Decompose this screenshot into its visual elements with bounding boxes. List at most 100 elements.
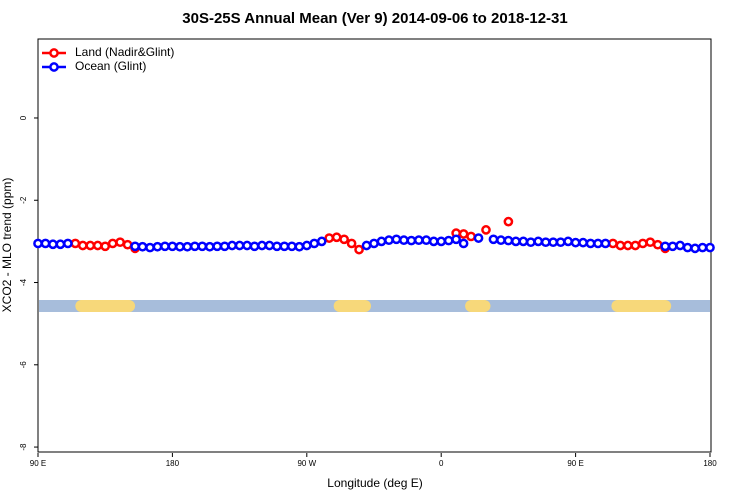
- series-point: [40, 238, 51, 249]
- series-point: [600, 238, 611, 249]
- series-point: [548, 237, 559, 248]
- series-point: [92, 240, 103, 251]
- series-point: [451, 234, 461, 245]
- x-tick-label: 180: [703, 459, 717, 468]
- series-point: [294, 241, 305, 252]
- series-point: [533, 236, 544, 247]
- series-point: [204, 241, 215, 252]
- legend-marker: [49, 62, 59, 72]
- series-point: [219, 241, 230, 252]
- series-point: [660, 241, 671, 252]
- series-point: [585, 238, 596, 249]
- land-band: [465, 299, 491, 312]
- series-point: [630, 240, 641, 251]
- y-tick-label: -8: [19, 443, 28, 451]
- series-point: [443, 235, 454, 246]
- series-point: [227, 240, 237, 251]
- series-point: [212, 241, 223, 252]
- y-tick-label: -2: [19, 196, 28, 204]
- series-point: [481, 225, 491, 235]
- series-point: [682, 242, 693, 253]
- series-point: [503, 216, 514, 227]
- x-tick-label: 90 W: [297, 459, 316, 468]
- series-point: [160, 241, 170, 252]
- series-point: [264, 240, 275, 251]
- series-point: [115, 237, 125, 248]
- series-point: [331, 232, 342, 243]
- series-point: [399, 235, 409, 246]
- series-point: [63, 238, 73, 249]
- series-point: [623, 240, 633, 251]
- series-point: [369, 238, 379, 249]
- series-point: [615, 240, 626, 251]
- land-band: [333, 299, 372, 312]
- series-point: [690, 243, 700, 254]
- series-point: [107, 238, 118, 249]
- series-point: [675, 240, 685, 251]
- series-point: [137, 241, 148, 252]
- series-point: [175, 241, 185, 252]
- legend-marker: [49, 48, 59, 58]
- series-point: [85, 240, 96, 251]
- land-band: [75, 299, 136, 312]
- x-tick-label: 90 E: [30, 459, 46, 468]
- series-point: [70, 238, 81, 249]
- x-tick-label: 180: [166, 459, 180, 468]
- series-point: [249, 241, 260, 252]
- series-point: [324, 233, 335, 243]
- series-point: [309, 238, 320, 249]
- chart-title: 30S-25S Annual Mean (Ver 9) 2014-09-06 t…: [182, 10, 567, 27]
- series-point: [361, 240, 372, 251]
- series-point: [100, 241, 111, 252]
- series-point: [279, 241, 290, 252]
- series-point: [152, 241, 163, 252]
- series-point: [77, 240, 88, 251]
- series-point: [525, 237, 536, 248]
- series-point: [511, 236, 521, 247]
- series-point: [540, 237, 551, 248]
- legend-label: Ocean (Glint): [75, 59, 146, 73]
- series-point: [428, 236, 439, 247]
- series-point: [637, 238, 648, 249]
- series-point: [503, 235, 514, 246]
- series-point: [316, 236, 327, 247]
- series-point: [518, 236, 529, 247]
- series-point: [705, 242, 715, 253]
- series-point: [608, 238, 618, 249]
- series-point: [242, 240, 252, 251]
- series-point: [287, 241, 297, 252]
- series-point: [33, 238, 43, 249]
- series-point: [257, 240, 267, 251]
- series-point: [652, 239, 663, 250]
- y-tick-label: -4: [19, 278, 28, 286]
- series-point: [458, 229, 469, 239]
- series-point: [376, 236, 387, 247]
- y-tick-label: -6: [19, 361, 28, 369]
- series-point: [167, 241, 178, 252]
- x-tick-label: 90 E: [567, 459, 583, 468]
- series-point: [570, 237, 581, 248]
- legend-label: Land (Nadir&Glint): [75, 45, 174, 59]
- series-point: [436, 236, 447, 247]
- series-point: [488, 234, 499, 245]
- series-point: [197, 241, 208, 252]
- series-point: [55, 239, 66, 250]
- series-point: [391, 234, 402, 245]
- series-point: [48, 239, 58, 250]
- x-tick-label: 0: [439, 459, 444, 468]
- series-point: [555, 237, 566, 248]
- series-point: [697, 242, 708, 253]
- series-point: [406, 235, 417, 246]
- series-point: [346, 238, 357, 249]
- series-point: [384, 235, 394, 246]
- series-point: [645, 237, 656, 248]
- series-point: [272, 241, 282, 252]
- land-band: [611, 299, 672, 312]
- series-point: [413, 235, 424, 246]
- series-point: [593, 238, 603, 249]
- series-point: [145, 242, 155, 253]
- series-point: [354, 244, 364, 255]
- series-point: [578, 237, 588, 248]
- y-axis-label: XCO2 - MLO trend (ppm): [0, 178, 14, 313]
